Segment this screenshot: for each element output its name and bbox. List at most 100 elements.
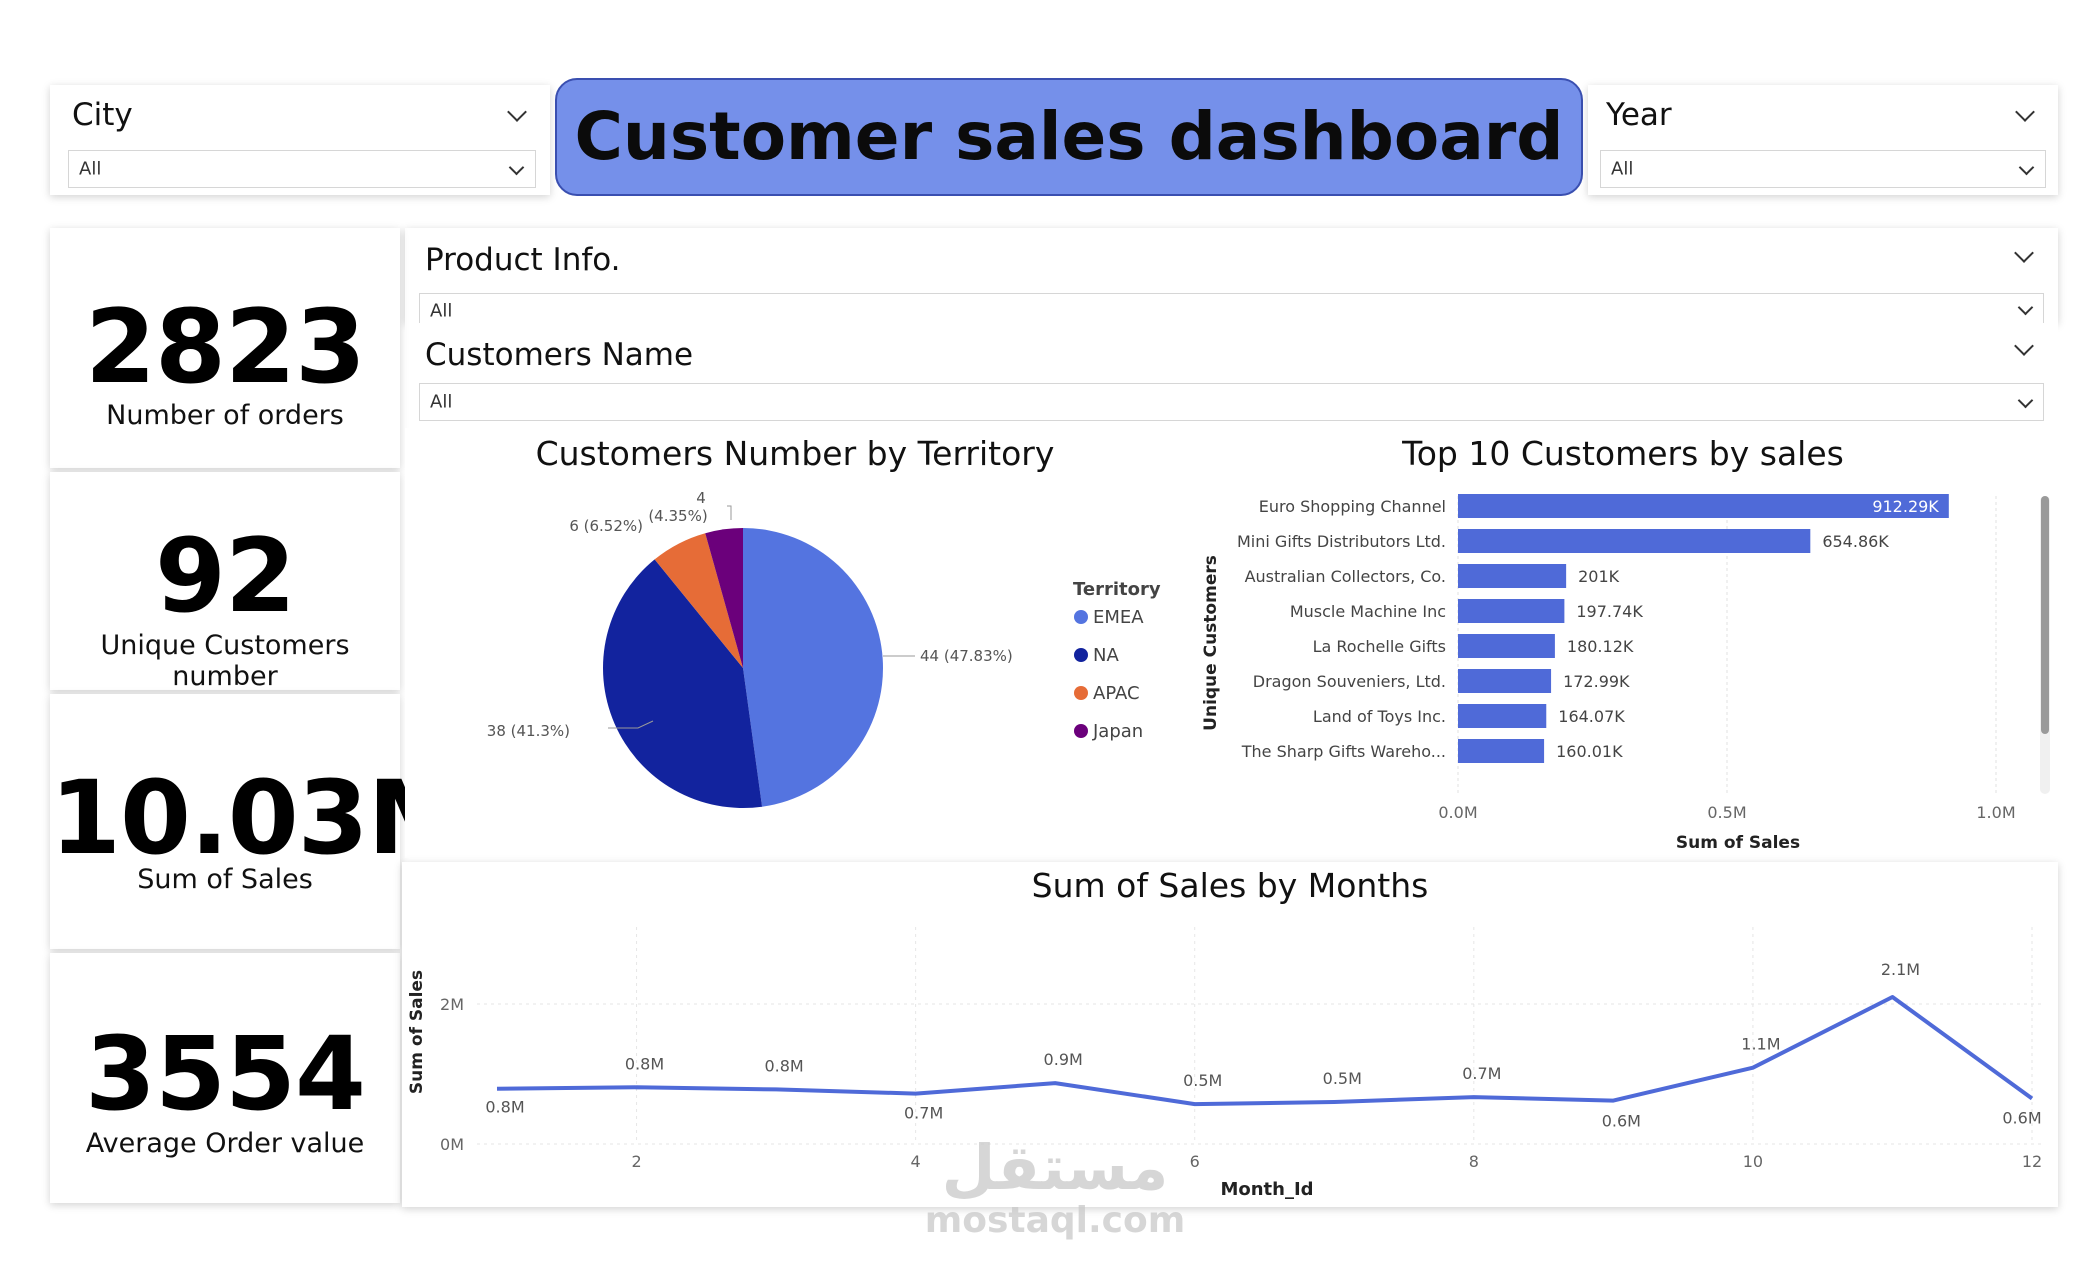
y-axis-label: Unique Customers — [1201, 555, 1221, 731]
line-chart-title: Sum of Sales by Months — [1031, 866, 1429, 905]
pie-leader-line — [727, 505, 732, 520]
customer-slicer-title: Customers Name — [425, 337, 694, 373]
kpi-card-customers: 92 Unique Customers number — [50, 472, 400, 692]
chevron-down-icon[interactable] — [2014, 336, 2034, 356]
y-tick-label: La Rochelle Gifts — [1313, 637, 1446, 656]
bar[interactable] — [1458, 494, 1949, 518]
chevron-down-icon — [2018, 159, 2035, 176]
kpi-label: Average Order value — [85, 1128, 365, 1159]
kpi-card-sales: 10.03M Sum of Sales — [50, 694, 469, 949]
x-tick-label: 12 — [2022, 1152, 2042, 1171]
page-title: Customer sales dashboard — [574, 98, 1564, 175]
product-dropdown[interactable]: All — [419, 293, 2044, 323]
year-dropdown-value: All — [1611, 158, 1634, 180]
line-data-label: 0.7M — [904, 1104, 943, 1123]
kpi-label: Sum of Sales — [137, 864, 313, 895]
y-tick-label: Euro Shopping Channel — [1259, 497, 1446, 516]
chevron-down-icon[interactable] — [2014, 243, 2034, 263]
bar[interactable] — [1458, 634, 1555, 658]
x-axis-label: Sum of Sales — [1676, 833, 1800, 853]
legend-entry[interactable]: NA — [1093, 645, 1119, 666]
bar-data-label: 180.12K — [1567, 637, 1634, 656]
watermark: مستقل mostaql.com — [915, 1135, 1195, 1241]
bar[interactable] — [1458, 704, 1547, 728]
kpi-card-orders: 2823 Number of orders — [50, 228, 400, 468]
line-data-label: 0.8M — [764, 1056, 803, 1075]
line-data-label: 2.1M — [1881, 960, 1920, 979]
y-tick-label: Land of Toys Inc. — [1313, 707, 1446, 726]
watermark-arabic: مستقل — [941, 1131, 1169, 1204]
pie-slice-na[interactable] — [603, 559, 763, 808]
bar-chart: 912.29K 654.86K 201K 197.74K 180.12K 172.99K 1… — [1201, 494, 2016, 853]
bar[interactable] — [1458, 739, 1545, 763]
x-tick-label: 10 — [1743, 1152, 1763, 1171]
bar[interactable] — [1458, 529, 1811, 553]
y-tick-label: Dragon Souveniers, Ltd. — [1253, 672, 1446, 691]
kpi-value: 3554 — [85, 1015, 366, 1134]
x-tick-label: 2 — [631, 1152, 641, 1171]
legend-marker — [1074, 648, 1088, 662]
year-slicer: Year All — [1588, 85, 2058, 195]
chevron-down-icon[interactable] — [2015, 102, 2035, 122]
x-tick-label: 0.5M — [1707, 803, 1746, 822]
line-data-label: 0.8M — [625, 1054, 664, 1073]
line-data-label: 0.6M — [2002, 1109, 2041, 1128]
pie-slice-apac[interactable] — [654, 533, 743, 668]
bar-chart-title: Top 10 Customers by sales — [1402, 434, 1844, 473]
watermark-latin: mostaql.com — [924, 1200, 1186, 1241]
pie-leader-line — [608, 720, 654, 729]
kpi-value: 2823 — [85, 288, 366, 407]
page-header: Customer sales dashboard — [555, 78, 1583, 196]
pie-slice-japan[interactable] — [705, 528, 743, 668]
x-tick-label: 1.0M — [1976, 803, 2015, 822]
bar-chart-panel: Top 10 Customers by sales 912.29K 654.86K… — [1188, 428, 2058, 858]
scrollbar-thumb[interactable] — [2041, 496, 2049, 734]
chevron-down-icon — [2017, 299, 2034, 316]
bar-data-label: 912.29K — [1872, 497, 1939, 516]
product-dropdown-value: All — [430, 300, 453, 322]
year-dropdown[interactable]: All — [1600, 150, 2046, 188]
bar[interactable] — [1458, 669, 1552, 693]
pie-data-label: 4 — [696, 489, 706, 507]
y-tick-label: The Sharp Gifts Wareho... — [1241, 742, 1446, 761]
bar-data-label: 197.74K — [1576, 602, 1643, 621]
city-dropdown-value: All — [79, 158, 102, 180]
line-data-label: 1.1M — [1741, 1035, 1780, 1054]
y-tick-label: 2M — [440, 995, 464, 1014]
bar[interactable] — [1458, 599, 1565, 623]
pie-data-label: (4.35%) — [648, 507, 707, 525]
legend-marker — [1074, 686, 1088, 700]
customer-dropdown[interactable]: All — [419, 383, 2044, 421]
line-data-label: 0.9M — [1044, 1050, 1083, 1069]
line-chart-panel: Sum of Sales by Months 2 4 6 8 10 12 0M 2M 0.8M 0… — [402, 862, 2058, 1207]
y-axis-label: Sum of Sales — [407, 970, 427, 1094]
x-tick-label: 6 — [1190, 1152, 1200, 1171]
scrollbar[interactable] — [2040, 496, 2050, 794]
pie-slice-emea[interactable] — [743, 528, 884, 807]
kpi-label: Unique Customers number — [100, 630, 350, 692]
y-tick-label: 0M — [440, 1135, 464, 1154]
kpi-value: 92 — [155, 517, 296, 636]
kpi-label: Number of orders — [106, 400, 344, 431]
bar-data-label: 172.99K — [1563, 672, 1630, 691]
legend-entry[interactable]: APAC — [1093, 683, 1140, 704]
pie-data-label: 6 (6.52%) — [569, 517, 643, 535]
legend-entry[interactable]: Japan — [1092, 721, 1143, 742]
pie-chart: 44 (47.83%) 38 (41.3%) 6 (6.52%) 4(4.35%) T… — [487, 489, 1161, 808]
chevron-down-icon[interactable] — [507, 102, 527, 122]
bar-data-label: 164.07K — [1558, 707, 1625, 726]
customer-dropdown-value: All — [430, 391, 453, 413]
product-slicer: Product Info. All — [405, 228, 2058, 323]
sales-line[interactable] — [496, 995, 2034, 1107]
kpi-card-aov: 3554 Average Order value — [50, 953, 400, 1203]
y-tick-label: Mini Gifts Distributors Ltd. — [1237, 532, 1446, 551]
line-data-label: 0.5M — [1323, 1069, 1362, 1088]
product-slicer-title: Product Info. — [425, 242, 621, 278]
bar[interactable] — [1458, 564, 1567, 588]
pie-chart-panel: Customers Number by Territory 44 (47.83%… — [405, 428, 1185, 858]
city-dropdown[interactable]: All — [68, 150, 536, 188]
x-tick-label: 4 — [911, 1152, 921, 1171]
year-slicer-title: Year — [1606, 97, 1672, 133]
legend-entry[interactable]: EMEA — [1093, 607, 1144, 628]
chevron-down-icon — [2017, 392, 2034, 409]
